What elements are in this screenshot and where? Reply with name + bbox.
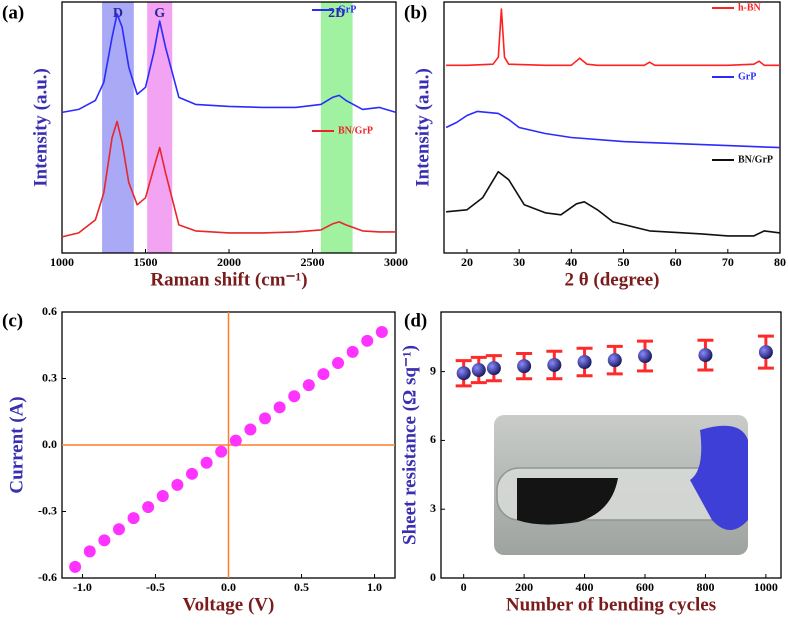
point bbox=[215, 445, 228, 458]
band bbox=[320, 2, 353, 253]
point bbox=[229, 434, 242, 447]
y-axis-label: Sheet resistance (Ω sq⁻¹) bbox=[399, 345, 420, 545]
x-tick-label: 0 bbox=[461, 580, 467, 594]
y-axis-label: Intensity (a.u.) bbox=[412, 68, 433, 187]
x-tick-label: 80 bbox=[774, 255, 786, 269]
point bbox=[244, 423, 257, 436]
series-line bbox=[61, 13, 397, 114]
panel-label: (d) bbox=[404, 310, 427, 331]
point bbox=[171, 478, 184, 491]
y-tick-label: 0.0 bbox=[42, 437, 57, 451]
point bbox=[456, 366, 471, 381]
legend-label: GrP bbox=[738, 71, 756, 82]
legend-label: BN/GrP bbox=[738, 154, 773, 165]
x-tick-label: 20 bbox=[461, 255, 473, 269]
x-tick-label: -1.0 bbox=[73, 580, 92, 594]
point bbox=[607, 353, 622, 368]
point bbox=[758, 345, 773, 360]
x-tick-label: 1500 bbox=[134, 255, 158, 269]
point bbox=[302, 379, 315, 392]
x-tick-label: 1000 bbox=[50, 255, 74, 269]
y-axis-label: Intensity (a.u.) bbox=[30, 68, 51, 187]
point bbox=[698, 348, 713, 363]
x-tick-label: 400 bbox=[576, 580, 594, 594]
point bbox=[83, 545, 96, 558]
x-axis-label: 2 θ (degree) bbox=[564, 269, 659, 290]
point bbox=[185, 467, 198, 480]
x-tick-label: 800 bbox=[696, 580, 714, 594]
band bbox=[147, 2, 173, 253]
y-tick-label: 3 bbox=[430, 501, 436, 515]
series-line bbox=[61, 120, 396, 238]
x-tick-label: 40 bbox=[565, 255, 577, 269]
point bbox=[486, 361, 501, 376]
x-axis-label: Number of bending cycles bbox=[506, 594, 716, 615]
x-tick-label: 1000 bbox=[754, 580, 778, 594]
x-tick-label: 2500 bbox=[301, 255, 325, 269]
series-line bbox=[446, 170, 781, 237]
x-tick-label: 2000 bbox=[217, 255, 241, 269]
point bbox=[200, 456, 213, 469]
point bbox=[288, 390, 301, 403]
point bbox=[112, 523, 125, 536]
y-tick-label: 0.3 bbox=[42, 370, 57, 384]
y-tick-label: 9 bbox=[430, 363, 436, 377]
point bbox=[471, 363, 486, 378]
plot-frame bbox=[443, 1, 781, 254]
panel-label: (b) bbox=[404, 2, 427, 23]
y-tick-label: -0.6 bbox=[38, 570, 57, 584]
point bbox=[361, 334, 374, 347]
glove bbox=[690, 425, 748, 530]
point bbox=[156, 489, 169, 502]
legend-label: GrP bbox=[338, 4, 356, 15]
series-line bbox=[445, 110, 781, 149]
y-tick-label: 0 bbox=[430, 570, 436, 584]
legend-label: BN/GrP bbox=[338, 125, 373, 136]
x-tick-label: 60 bbox=[670, 255, 682, 269]
panel-label: (c) bbox=[2, 310, 23, 331]
point bbox=[98, 534, 111, 547]
point bbox=[638, 349, 652, 364]
point bbox=[375, 325, 388, 338]
x-tick-label: 50 bbox=[617, 255, 629, 269]
legend-label: h-BN bbox=[738, 2, 762, 13]
y-tick-label: -0.3 bbox=[38, 503, 57, 517]
point bbox=[346, 345, 359, 358]
x-tick-label: 600 bbox=[636, 580, 654, 594]
x-tick-label: 200 bbox=[515, 580, 533, 594]
x-tick-label: 70 bbox=[722, 255, 734, 269]
point bbox=[317, 368, 330, 381]
band-label: D bbox=[113, 6, 123, 21]
point bbox=[127, 512, 140, 525]
x-axis-label: Voltage (V) bbox=[183, 594, 275, 615]
series-line bbox=[446, 8, 780, 67]
band-label: G bbox=[154, 6, 165, 21]
point bbox=[517, 359, 532, 374]
point bbox=[69, 560, 82, 573]
y-axis-label: Current (A) bbox=[6, 396, 27, 493]
point bbox=[273, 401, 286, 414]
plot-frame bbox=[440, 311, 782, 579]
x-axis-label: Raman shift (cm⁻¹) bbox=[150, 269, 307, 290]
point bbox=[332, 356, 345, 369]
graphene-film bbox=[517, 478, 618, 525]
x-tick-label: -0.5 bbox=[146, 580, 165, 594]
point bbox=[577, 354, 592, 369]
panel-label: (a) bbox=[2, 2, 24, 23]
inset-photo bbox=[494, 415, 748, 555]
y-tick-label: 6 bbox=[430, 432, 436, 446]
point bbox=[259, 412, 272, 425]
point bbox=[142, 501, 155, 514]
point bbox=[547, 357, 562, 372]
x-tick-label: 3000 bbox=[384, 255, 408, 269]
x-tick-label: 0.0 bbox=[221, 580, 236, 594]
y-tick-label: 0.6 bbox=[42, 304, 57, 318]
x-tick-label: 0.5 bbox=[294, 580, 309, 594]
x-tick-label: 1.0 bbox=[367, 580, 382, 594]
x-tick-label: 30 bbox=[513, 255, 525, 269]
